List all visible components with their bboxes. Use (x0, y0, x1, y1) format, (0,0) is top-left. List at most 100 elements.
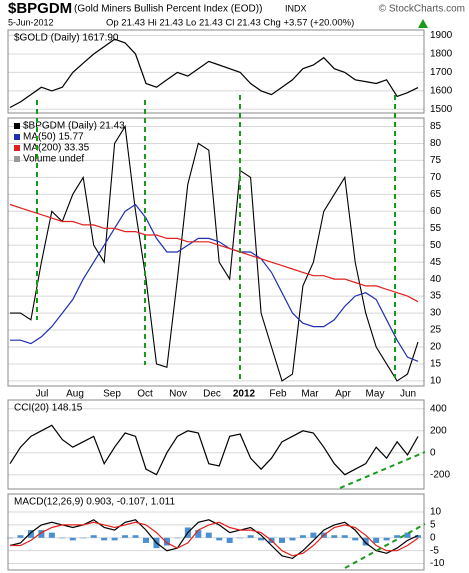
x-tick-label: Feb (269, 389, 287, 400)
histogram-bar (310, 532, 317, 538)
panel-label: $GOLD (Daily) 1617.90 (14, 33, 119, 44)
trend-line (344, 523, 426, 569)
y-tick-label: 10 (430, 376, 442, 387)
panel-frame (7, 493, 425, 571)
date: 5-Jun-2012 (8, 17, 54, 27)
series-line (10, 124, 419, 382)
series-line (9, 38, 419, 109)
panel-label: CCI(20) 148.15 (14, 403, 83, 414)
y-tick-label: 1700 (430, 67, 453, 78)
histogram-bar (247, 535, 254, 538)
y-tick-label: 70 (430, 172, 442, 183)
x-tick-label: Sep (103, 389, 121, 400)
panel-frame (7, 117, 425, 387)
panel-label: MACD(12,26,9) 0.903, -0.107, 1.011 (14, 497, 175, 508)
y-tick-label: 1900 (430, 30, 453, 41)
legend-label: MA(200) 33.35 (23, 143, 90, 154)
histogram-bar (279, 537, 285, 543)
histogram-bar (101, 537, 108, 541)
histogram-bar (174, 537, 181, 539)
x-tick-label: Apr (335, 389, 351, 400)
y-tick-label: -10 (430, 558, 445, 569)
histogram-bar (205, 532, 212, 538)
y-tick-label: 40 (430, 274, 442, 285)
y-tick-label: 0 (430, 532, 436, 543)
histogram-bar (258, 537, 265, 541)
y-tick-label: 400 (430, 403, 447, 414)
y-tick-label: 85 (430, 121, 442, 132)
legend-label: MA(50) 15.77 (23, 132, 84, 143)
x-tick-label: Oct (137, 389, 153, 400)
y-tick-label: 1500 (430, 104, 453, 115)
y-tick-label: 1600 (430, 86, 453, 97)
y-tick-label: 0 (430, 447, 436, 458)
series-line (9, 203, 419, 303)
y-tick-label: 25 (430, 325, 442, 336)
y-tick-label: 5 (430, 520, 436, 531)
x-tick-label: Aug (66, 389, 84, 400)
x-tick-label: Mar (301, 389, 319, 400)
y-tick-label: 10 (430, 507, 442, 518)
histogram-bar (415, 535, 421, 538)
y-tick-label: 200 (430, 425, 447, 436)
y-tick-label: 60 (430, 206, 442, 217)
symbol: $BPGDM (8, 0, 72, 17)
y-tick-label: 15 (430, 359, 442, 370)
credit: © StockCharts.com (379, 4, 465, 15)
histogram-bar (352, 537, 359, 541)
x-tick-label: Jun (400, 389, 416, 400)
exchange: INDX (285, 3, 307, 13)
histogram-bar (90, 535, 97, 538)
y-tick-label: 75 (430, 155, 442, 166)
histogram-bar (394, 535, 401, 538)
x-tick-label: Dec (203, 389, 221, 400)
histogram-bar (383, 537, 390, 541)
histogram-bar (7, 537, 13, 539)
histogram-bar (331, 535, 338, 538)
trend-line (339, 451, 426, 489)
histogram-bar (216, 537, 223, 541)
histogram-bar (122, 535, 129, 538)
histogram-bar (362, 537, 369, 546)
plot-area: Jul Aug Sep Oct Nov Dec 2012 Feb Mar Apr May Jun150… (7, 29, 453, 571)
histogram-bar (237, 537, 244, 539)
y-tick-label: -5 (430, 545, 439, 556)
y-tick-label: 55 (430, 223, 442, 234)
x-tick-label: May (366, 389, 385, 400)
histogram-bar (27, 530, 34, 538)
legend-label: $BPGDM (Daily) 21.43 (23, 121, 125, 132)
histogram-bar (17, 535, 24, 538)
legend-swatch (14, 123, 20, 129)
legend-swatch (14, 134, 20, 140)
histogram-bar (111, 537, 118, 541)
histogram-bar (69, 537, 76, 541)
histogram-bar (132, 535, 139, 538)
panel-frame (7, 29, 425, 114)
y-tick-label: -200 (430, 469, 450, 480)
y-tick-label: 1800 (430, 49, 453, 60)
histogram-bar (299, 535, 306, 538)
histogram-bar (143, 537, 149, 543)
histogram-bar (59, 537, 66, 539)
panel-frame (7, 399, 425, 490)
up-arrow (418, 19, 428, 28)
histogram-bar (38, 530, 45, 538)
histogram-bar (48, 532, 55, 538)
quote: Op 21.43 Hi 21.43 Lo 21.43 Cl 21.43 Chg … (106, 18, 354, 29)
legend-swatch (14, 156, 20, 162)
series-line (10, 521, 419, 557)
x-tick-label: Jul (36, 389, 49, 400)
legend-label: Volume undef (23, 154, 84, 165)
y-tick-label: 35 (430, 291, 442, 302)
x-tick-label: 2012 (233, 389, 256, 400)
legend-swatch (14, 145, 20, 151)
y-tick-label: 20 (430, 342, 442, 353)
x-tick-label: Nov (169, 389, 187, 400)
y-tick-label: 30 (430, 308, 442, 319)
y-tick-label: 65 (430, 189, 442, 200)
series-line (10, 203, 419, 362)
histogram-bar (163, 537, 170, 546)
histogram-bar (289, 537, 296, 541)
